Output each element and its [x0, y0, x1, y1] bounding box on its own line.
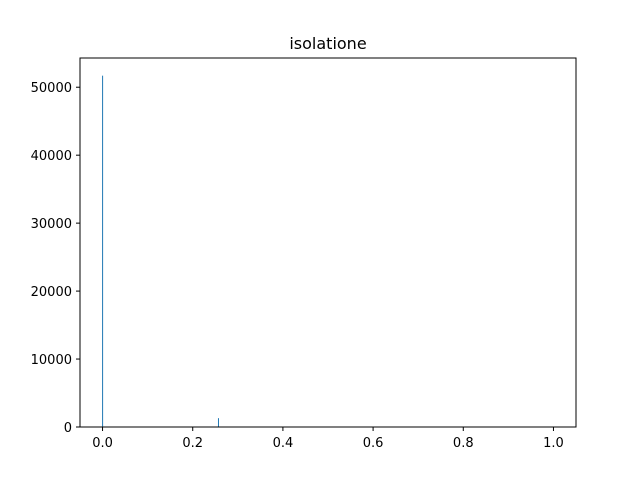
- y-tick-label: 40000: [31, 149, 72, 164]
- plot-frame: [79, 57, 577, 428]
- y-tick-label: 0: [64, 421, 72, 436]
- x-tick-label: 1.0: [543, 436, 564, 451]
- y-tick-label: 10000: [31, 353, 72, 368]
- histogram-bar: [102, 75, 104, 427]
- x-tick-label: 0.6: [363, 436, 384, 451]
- plot-area: [80, 58, 576, 427]
- ticks-layer: 0.0 0.2 0.4 0.6 0.8 1.0 0 10000 20000 30000 40000 5…: [31, 81, 564, 451]
- bars-layer: [102, 75, 219, 427]
- chart-title: isolatione: [289, 34, 366, 53]
- histogram-bar: [217, 418, 219, 427]
- y-tick-label: 30000: [31, 217, 72, 232]
- x-tick-label: 0.0: [92, 436, 113, 451]
- x-tick-label: 0.2: [182, 436, 203, 451]
- y-tick-label: 20000: [31, 285, 72, 300]
- x-tick-label: 0.4: [273, 436, 294, 451]
- y-tick-label: 50000: [31, 81, 72, 96]
- x-tick-label: 0.8: [453, 436, 474, 451]
